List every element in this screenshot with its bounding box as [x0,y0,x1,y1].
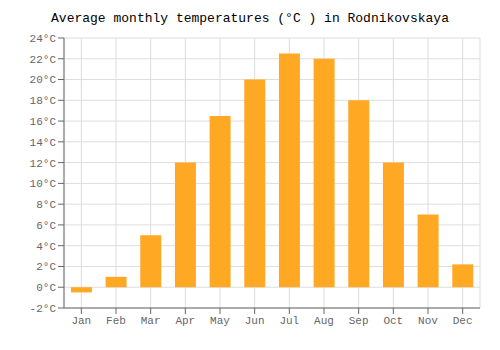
svg-text:Jun: Jun [245,315,265,327]
svg-text:4°C: 4°C [36,241,56,253]
svg-text:Mar: Mar [141,315,161,327]
svg-text:Nov: Nov [418,315,438,327]
svg-text:Jan: Jan [71,315,91,327]
svg-text:0°C: 0°C [36,282,56,294]
svg-text:Jul: Jul [279,315,299,327]
svg-text:Dec: Dec [453,315,473,327]
svg-text:18°C: 18°C [30,95,57,107]
svg-text:2°C: 2°C [36,261,56,273]
html-text:Average monthly temperatures (: Average monthly temperatures (°C ) in Ro… [51,11,449,26]
svg-text:Feb: Feb [106,315,126,327]
svg-text:May: May [210,315,230,327]
svg-text:12°C: 12°C [30,158,57,170]
svg-text:Oct: Oct [383,315,403,327]
svg-text:22°C: 22°C [30,54,57,66]
svg-text:16°C: 16°C [30,116,57,128]
svg-text:-2°C: -2°C [30,303,57,315]
svg-text:10°C: 10°C [30,178,57,190]
svg-text:6°C: 6°C [36,220,56,232]
svg-text:20°C: 20°C [30,74,57,86]
svg-text:14°C: 14°C [30,137,57,149]
svg-text:Apr: Apr [175,315,195,327]
svg-text:24°C: 24°C [30,33,57,45]
svg-text:8°C: 8°C [36,199,56,211]
svg-text:Aug: Aug [314,315,334,327]
svg-text:Sep: Sep [349,315,369,327]
